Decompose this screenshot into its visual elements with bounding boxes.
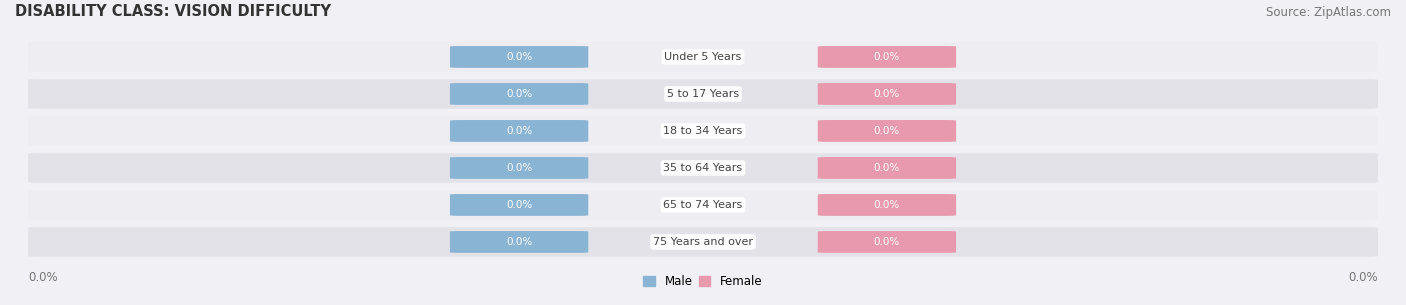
Text: 35 to 64 Years: 35 to 64 Years — [664, 163, 742, 173]
Text: 18 to 34 Years: 18 to 34 Years — [664, 126, 742, 136]
Text: 5 to 17 Years: 5 to 17 Years — [666, 89, 740, 99]
Text: Under 5 Years: Under 5 Years — [665, 52, 741, 62]
Text: 0.0%: 0.0% — [506, 89, 533, 99]
FancyBboxPatch shape — [450, 46, 588, 68]
FancyBboxPatch shape — [28, 190, 1378, 220]
Text: 0.0%: 0.0% — [873, 52, 900, 62]
Text: 0.0%: 0.0% — [1348, 271, 1378, 284]
FancyBboxPatch shape — [818, 46, 956, 68]
Text: 75 Years and over: 75 Years and over — [652, 237, 754, 247]
FancyBboxPatch shape — [450, 194, 588, 216]
Text: 0.0%: 0.0% — [873, 126, 900, 136]
Text: 0.0%: 0.0% — [873, 237, 900, 247]
Text: 0.0%: 0.0% — [28, 271, 58, 284]
Text: Source: ZipAtlas.com: Source: ZipAtlas.com — [1267, 5, 1392, 19]
FancyBboxPatch shape — [818, 194, 956, 216]
Text: 0.0%: 0.0% — [506, 163, 533, 173]
FancyBboxPatch shape — [818, 231, 956, 253]
FancyBboxPatch shape — [450, 157, 588, 179]
Text: 0.0%: 0.0% — [873, 89, 900, 99]
Text: 0.0%: 0.0% — [506, 237, 533, 247]
FancyBboxPatch shape — [818, 157, 956, 179]
Text: DISABILITY CLASS: VISION DIFFICULTY: DISABILITY CLASS: VISION DIFFICULTY — [14, 4, 330, 19]
FancyBboxPatch shape — [28, 227, 1378, 257]
Text: 0.0%: 0.0% — [506, 200, 533, 210]
FancyBboxPatch shape — [818, 120, 956, 142]
FancyBboxPatch shape — [450, 231, 588, 253]
FancyBboxPatch shape — [450, 83, 588, 105]
FancyBboxPatch shape — [28, 116, 1378, 146]
Text: 0.0%: 0.0% — [506, 52, 533, 62]
FancyBboxPatch shape — [450, 120, 588, 142]
FancyBboxPatch shape — [28, 153, 1378, 183]
FancyBboxPatch shape — [818, 83, 956, 105]
Text: 0.0%: 0.0% — [873, 163, 900, 173]
Text: 0.0%: 0.0% — [873, 200, 900, 210]
Text: 65 to 74 Years: 65 to 74 Years — [664, 200, 742, 210]
Legend: Male, Female: Male, Female — [638, 270, 768, 292]
Text: 0.0%: 0.0% — [506, 126, 533, 136]
FancyBboxPatch shape — [28, 42, 1378, 72]
FancyBboxPatch shape — [28, 79, 1378, 109]
